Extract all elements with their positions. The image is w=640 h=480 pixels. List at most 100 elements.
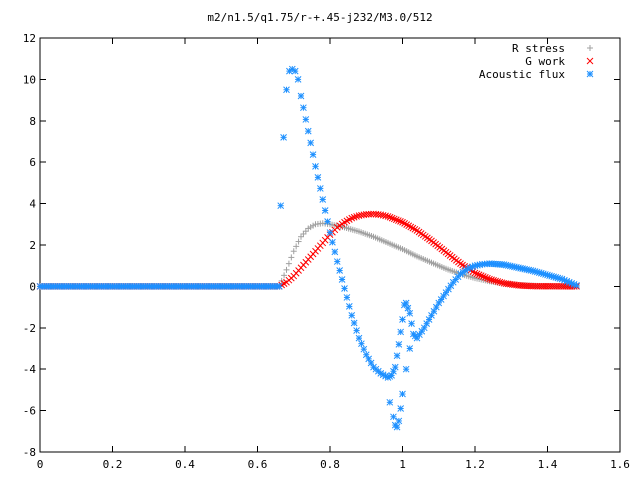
data-point bbox=[488, 276, 495, 284]
data-point bbox=[314, 174, 322, 181]
y-tick-label: 4 bbox=[29, 198, 36, 211]
legend-label: G work bbox=[525, 55, 565, 68]
data-point bbox=[326, 229, 334, 236]
y-tick-label: 0 bbox=[29, 280, 36, 293]
data-point bbox=[294, 76, 302, 83]
data-point bbox=[307, 139, 315, 147]
data-point bbox=[573, 282, 580, 289]
data-point bbox=[341, 285, 348, 292]
data-point bbox=[494, 278, 502, 285]
data-point bbox=[280, 134, 287, 141]
data-point bbox=[312, 162, 319, 170]
x-tick-label: 0.4 bbox=[175, 458, 195, 471]
data-point bbox=[324, 218, 331, 225]
y-tick-label: -8 bbox=[23, 446, 36, 459]
data-point bbox=[392, 216, 400, 224]
data-point bbox=[343, 294, 351, 301]
data-point bbox=[288, 254, 295, 261]
data-point bbox=[397, 405, 405, 412]
x-tick-label: 0.2 bbox=[103, 458, 123, 471]
data-point bbox=[399, 390, 406, 398]
data-point bbox=[498, 279, 506, 287]
y-tick-label: 2 bbox=[29, 239, 36, 252]
legend-marker bbox=[586, 57, 594, 65]
data-point bbox=[477, 272, 485, 279]
y-tick-label: -2 bbox=[23, 322, 36, 335]
data-point bbox=[329, 238, 336, 246]
x-tick-label: 1.2 bbox=[465, 458, 485, 471]
data-point bbox=[390, 413, 397, 421]
data-point bbox=[406, 309, 414, 317]
data-point bbox=[490, 276, 497, 284]
data-point bbox=[397, 218, 404, 225]
data-point bbox=[316, 185, 324, 192]
x-axis: 0 0.2 0.4 0.6 0.8 1 1.2 1.4 1.6 bbox=[37, 38, 630, 471]
data-point bbox=[408, 320, 415, 328]
y-tick-label: -4 bbox=[23, 363, 37, 376]
data-point bbox=[333, 258, 341, 265]
chart-title: m2/n1.5/q1.75/r-+.45-j232/M3.0/512 bbox=[207, 11, 432, 24]
data-point bbox=[293, 243, 300, 250]
data-point bbox=[275, 283, 283, 290]
data-point bbox=[348, 214, 356, 222]
data-point bbox=[484, 274, 491, 282]
data-point bbox=[395, 217, 402, 224]
data-point bbox=[397, 328, 405, 336]
data-point bbox=[384, 213, 392, 220]
data-point bbox=[358, 340, 365, 348]
data-point bbox=[290, 248, 297, 255]
y-tick-label: 6 bbox=[29, 156, 36, 169]
data-point bbox=[391, 363, 399, 371]
data-point bbox=[395, 341, 403, 348]
data-point bbox=[345, 303, 353, 310]
data-point bbox=[407, 223, 415, 231]
x-tick-label: 0.6 bbox=[248, 458, 268, 471]
data-point bbox=[300, 104, 307, 112]
x-tick-label: 1.6 bbox=[610, 458, 630, 471]
data-point bbox=[406, 345, 414, 352]
data-point bbox=[291, 67, 299, 75]
data-point bbox=[471, 269, 479, 277]
data-point bbox=[393, 423, 401, 431]
data-point bbox=[482, 274, 489, 281]
data-point bbox=[355, 334, 363, 342]
data-point bbox=[353, 327, 360, 334]
data-point bbox=[403, 221, 410, 228]
x-tick-label: 0.8 bbox=[320, 458, 340, 471]
data-point bbox=[399, 218, 406, 226]
data-point bbox=[336, 267, 344, 274]
data-point bbox=[360, 345, 368, 353]
data-point bbox=[285, 260, 292, 267]
data-point bbox=[388, 214, 396, 222]
data-point bbox=[277, 202, 285, 210]
x-tick-label: 0 bbox=[37, 458, 44, 471]
legend-label: Acoustic flux bbox=[479, 68, 565, 81]
data-point bbox=[386, 398, 394, 406]
series-g-work bbox=[36, 210, 580, 290]
x-tick-label: 1 bbox=[399, 458, 406, 471]
data-point bbox=[353, 213, 360, 220]
data-point bbox=[350, 319, 358, 327]
data-point bbox=[304, 127, 312, 135]
data-point bbox=[393, 352, 401, 360]
data-point bbox=[402, 299, 410, 307]
data-point bbox=[496, 278, 504, 286]
data-point bbox=[390, 215, 398, 223]
y-tick-label: -6 bbox=[23, 405, 36, 418]
data-point bbox=[283, 266, 290, 273]
data-point bbox=[405, 222, 413, 230]
y-tick-label: 8 bbox=[29, 115, 36, 128]
data-point bbox=[402, 365, 410, 373]
data-point bbox=[281, 272, 288, 279]
y-tick-label: 12 bbox=[23, 32, 36, 45]
data-point bbox=[382, 212, 389, 220]
y-tick-label: 10 bbox=[23, 73, 36, 86]
data-point bbox=[309, 151, 317, 158]
data-point bbox=[492, 277, 500, 285]
legend-label: R stress bbox=[512, 42, 565, 55]
data-point bbox=[486, 275, 493, 283]
data-point bbox=[404, 304, 412, 312]
data-point bbox=[295, 238, 302, 245]
